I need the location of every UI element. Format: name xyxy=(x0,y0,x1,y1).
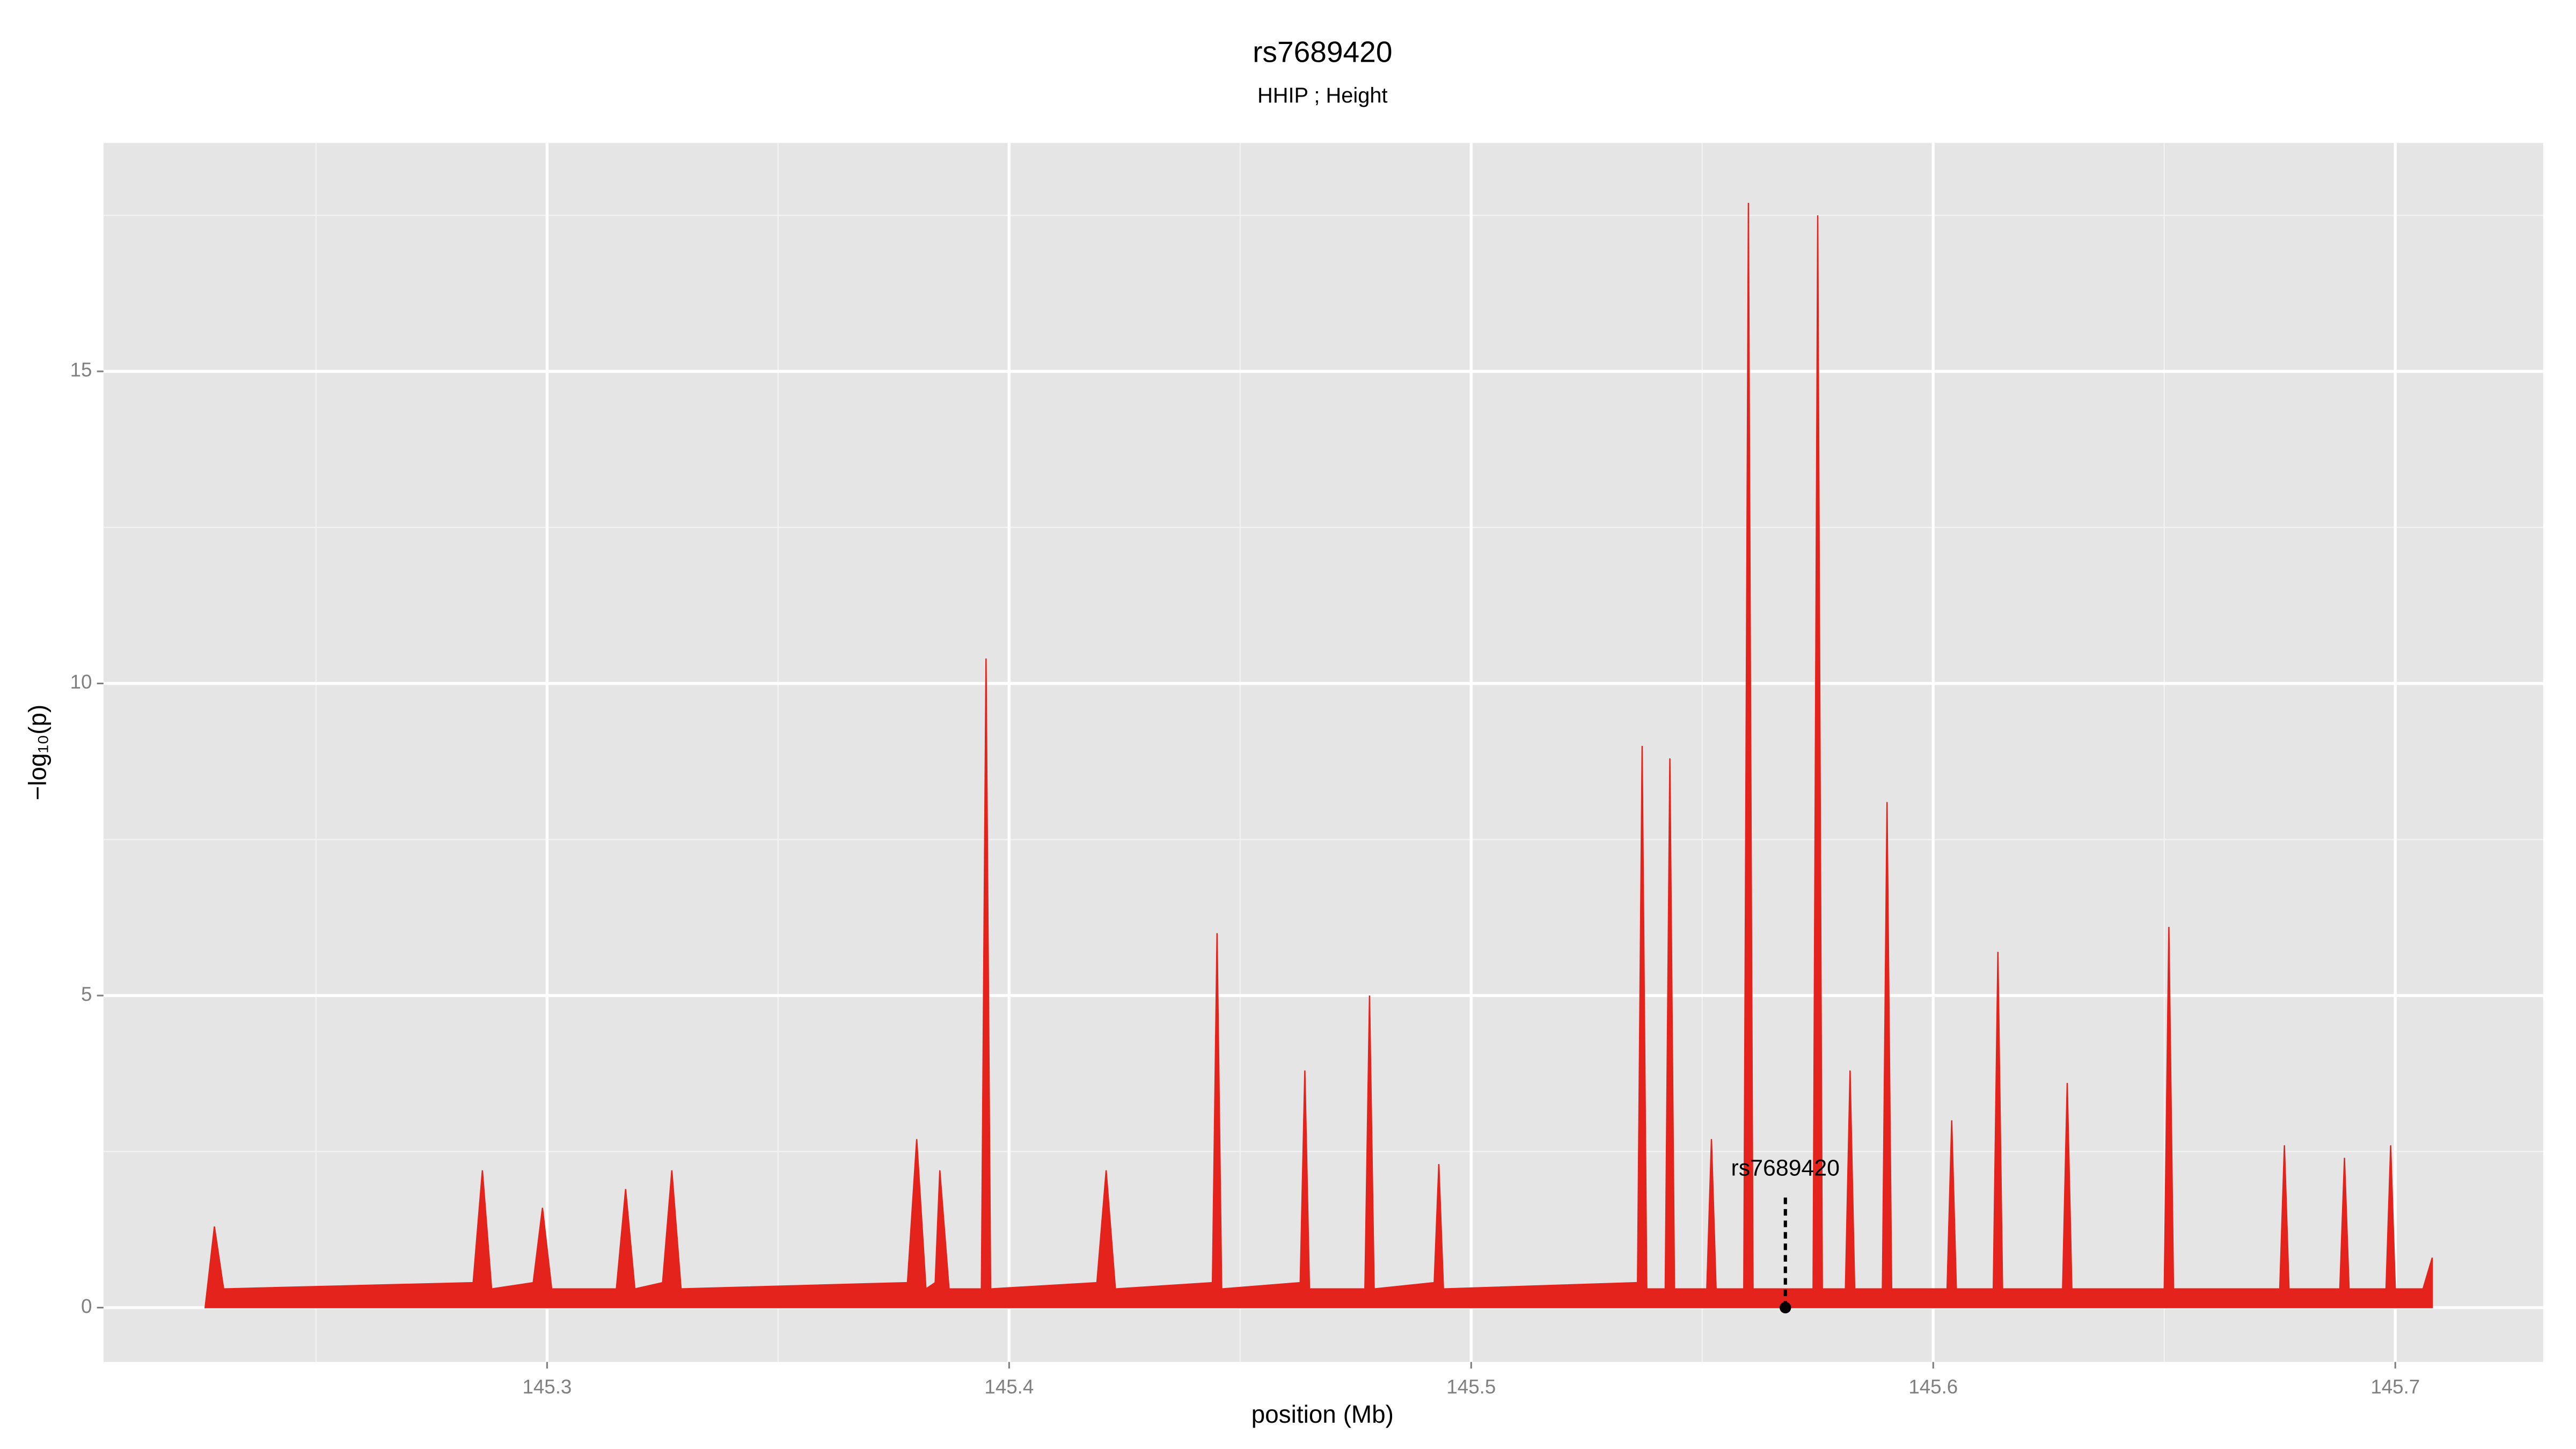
annotation-point xyxy=(1780,1301,1791,1314)
y-tick-label: 5 xyxy=(81,983,92,1005)
y-axis-label: −log₁₀(p) xyxy=(24,705,52,801)
chart-subtitle: HHIP ; Height xyxy=(1257,84,1387,107)
y-tick-label: 0 xyxy=(81,1295,92,1317)
x-tick-label: 145.3 xyxy=(522,1375,572,1397)
y-tick-label: 10 xyxy=(70,671,92,693)
annotation-label: rs7689420 xyxy=(1731,1155,1840,1181)
y-tick-label: 15 xyxy=(70,359,92,381)
x-tick-label: 145.6 xyxy=(1908,1375,1958,1397)
chart-title: rs7689420 xyxy=(1253,35,1392,69)
area xyxy=(204,202,2433,1308)
x-tick-label: 145.5 xyxy=(1446,1375,1496,1397)
plot-background xyxy=(103,143,2543,1362)
x-axis-label: position (Mb) xyxy=(1252,1400,1394,1428)
x-tick-label: 145.7 xyxy=(2370,1375,2420,1397)
x-tick-label: 145.4 xyxy=(984,1375,1034,1397)
